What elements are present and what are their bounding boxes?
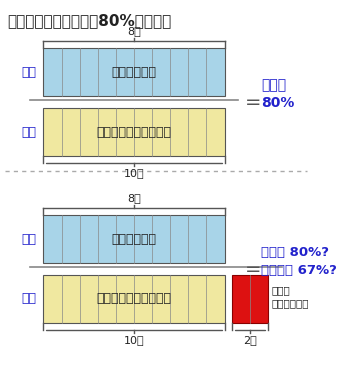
Text: それ、ホントに進捗率80%ですか？: それ、ホントに進捗率80%ですか？ bbox=[7, 13, 172, 28]
Text: 新たに
発生した作業: 新たに 発生した作業 bbox=[272, 285, 309, 309]
Text: もともと予定した作業: もともと予定した作業 bbox=[97, 125, 172, 139]
Text: 2日: 2日 bbox=[243, 335, 257, 345]
FancyBboxPatch shape bbox=[43, 215, 225, 263]
Text: =: = bbox=[245, 259, 261, 279]
Text: 進捗率 80%?
それとも 67%?: 進捗率 80%? それとも 67%? bbox=[261, 245, 337, 277]
Text: もともと予定した作業: もともと予定した作業 bbox=[97, 293, 172, 306]
Text: 分母: 分母 bbox=[21, 125, 36, 139]
FancyBboxPatch shape bbox=[43, 48, 225, 96]
Text: 完了した作業: 完了した作業 bbox=[111, 66, 157, 78]
Text: 10日: 10日 bbox=[124, 168, 144, 178]
Text: 分子: 分子 bbox=[21, 66, 36, 78]
Text: 8日: 8日 bbox=[127, 193, 141, 203]
Text: 10日: 10日 bbox=[124, 335, 144, 345]
Text: =: = bbox=[245, 93, 261, 112]
FancyBboxPatch shape bbox=[43, 275, 225, 323]
Text: 進捗率
80%: 進捗率 80% bbox=[261, 78, 294, 110]
Text: 分母: 分母 bbox=[21, 293, 36, 306]
Text: 8日: 8日 bbox=[127, 26, 141, 36]
FancyBboxPatch shape bbox=[232, 275, 268, 323]
Text: 分子: 分子 bbox=[21, 232, 36, 245]
Text: 完了した作業: 完了した作業 bbox=[111, 232, 157, 245]
FancyBboxPatch shape bbox=[43, 108, 225, 156]
